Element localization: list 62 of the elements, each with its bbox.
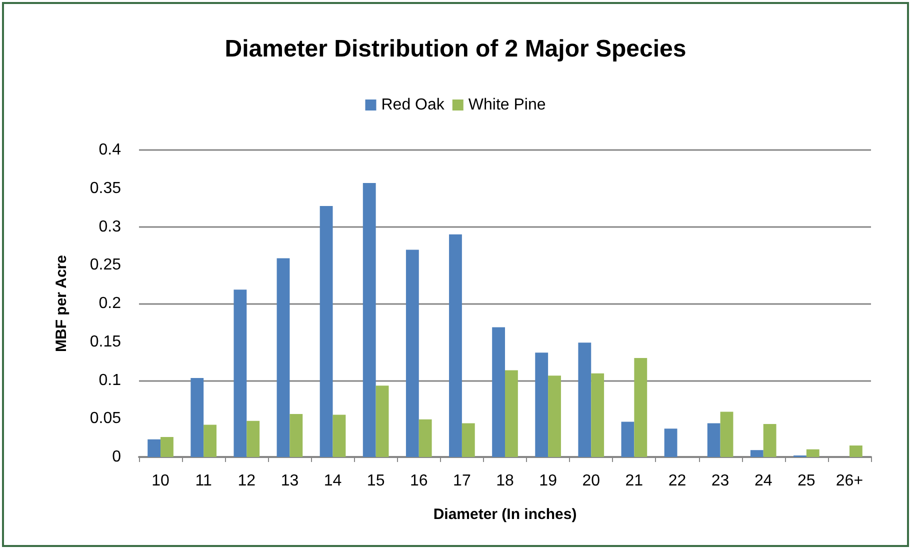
- x-tick-label: 20: [582, 472, 600, 490]
- bar: [320, 206, 333, 457]
- bar: [376, 386, 389, 457]
- x-tick-label: 21: [625, 472, 644, 490]
- bar: [160, 437, 174, 457]
- x-tick-label: 10: [152, 472, 170, 490]
- x-tick-label: 17: [453, 472, 471, 490]
- x-tick-label: 12: [238, 472, 256, 490]
- bar: [234, 290, 247, 457]
- y-tick-label: 0.15: [90, 333, 122, 350]
- bar: [418, 419, 432, 457]
- bar: [246, 420, 260, 457]
- y-tick-label: 0.1: [98, 372, 122, 389]
- bar: [578, 342, 592, 457]
- bar: [148, 439, 161, 457]
- bar: [462, 423, 475, 457]
- bar: [535, 352, 548, 457]
- bar: [406, 250, 419, 457]
- legend-label: Red Oak: [381, 96, 446, 114]
- y-tick-label: 0: [112, 448, 122, 466]
- bar: [634, 358, 648, 457]
- chart-title: Diameter Distribution of 2 Major Species: [224, 36, 686, 62]
- y-tick-label: 0.2: [98, 295, 122, 312]
- x-tick-label: 14: [324, 472, 342, 490]
- bar: [664, 428, 678, 457]
- x-tick-label: 22: [668, 472, 686, 490]
- bar: [707, 423, 720, 457]
- bar: [849, 445, 862, 457]
- y-tick-label: 0.05: [90, 410, 122, 428]
- bar: [806, 449, 820, 457]
- bar: [204, 424, 217, 457]
- x-tick-label: 11: [195, 472, 212, 490]
- y-tick-label: 0.4: [98, 142, 122, 158]
- y-tick-label: 0.3: [98, 218, 122, 236]
- y-tick-label: 0.25: [90, 256, 122, 274]
- x-tick-label: 18: [496, 472, 514, 490]
- legend-label: White Pine: [468, 96, 546, 114]
- x-tick-label: 26+: [836, 472, 864, 490]
- x-tick-label: 16: [410, 472, 428, 490]
- bar: [591, 373, 604, 457]
- bar: [621, 422, 634, 457]
- x-tick-label: 25: [798, 472, 816, 490]
- bar: [332, 414, 346, 457]
- bar: [276, 258, 290, 457]
- bar: [763, 424, 776, 457]
- bar: [720, 412, 734, 457]
- x-tick-label: 23: [711, 472, 730, 490]
- bar: [190, 378, 204, 457]
- x-tick-label: 19: [539, 472, 558, 490]
- x-tick-label: 24: [754, 472, 772, 490]
- bar: [362, 183, 376, 457]
- y-tick-label: 0.35: [90, 180, 122, 197]
- x-tick-label: 15: [366, 472, 385, 490]
- bar: [449, 234, 462, 457]
- bar: [290, 414, 303, 457]
- bar: [505, 370, 518, 457]
- x-tick-label: 13: [280, 472, 299, 490]
- bar: [750, 450, 764, 457]
- bar: [548, 376, 561, 457]
- y-axis-title: MBF per Acre: [53, 255, 70, 352]
- x-axis-title: Diameter (In inches): [433, 506, 577, 523]
- bar: [492, 327, 505, 457]
